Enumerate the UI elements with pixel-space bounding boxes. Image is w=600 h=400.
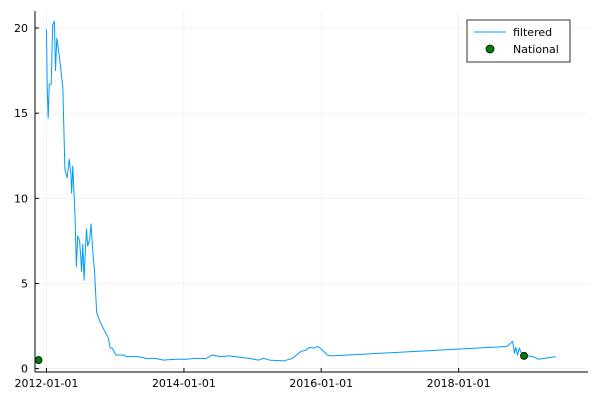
series-layer: [34, 20, 556, 364]
series-line-filtered: [45, 20, 556, 362]
legend-circle-swatch: [485, 44, 495, 54]
x-tick-label: 2012-01-01: [15, 377, 79, 390]
x-tick-label: 2018-01-01: [427, 377, 491, 390]
x-tick-label: 2014-01-01: [152, 377, 216, 390]
legend-label: National: [513, 43, 559, 56]
scatter-point-national: [34, 356, 43, 364]
x-tick-label: 2016-01-01: [289, 377, 353, 390]
axes: 2012-01-01 2014-01-01 2016-01-01 2018-01-01…: [14, 11, 588, 390]
scatter-point-national: [520, 351, 528, 360]
y-tick-label: 15: [14, 107, 28, 120]
y-tick-label: 0: [21, 363, 28, 376]
y-tick-label: 5: [21, 277, 28, 290]
legend: filtered National: [466, 19, 571, 63]
grid: [35, 11, 588, 372]
legend-label: filtered: [513, 26, 552, 39]
y-tick-label: 20: [14, 22, 28, 35]
y-tick-label: 10: [14, 192, 28, 205]
legend-box: [466, 19, 571, 63]
